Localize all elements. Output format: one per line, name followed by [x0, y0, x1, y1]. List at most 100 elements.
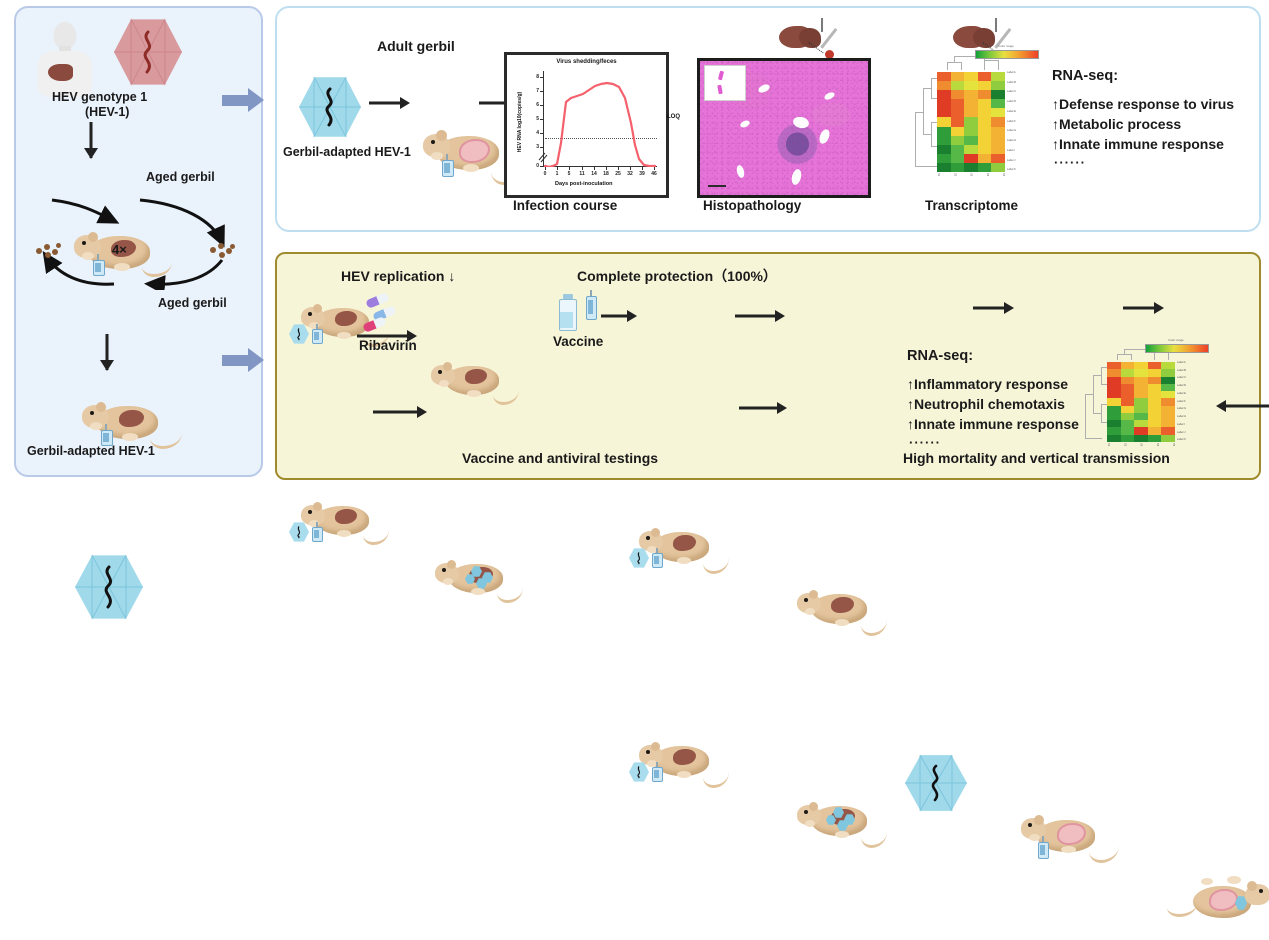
rnaseq-item-top-2: ↑Innate immune response [1052, 136, 1224, 152]
passage-count-label: 4× [112, 242, 127, 257]
arrow-ribavirin-treatment [357, 330, 419, 342]
heatmap-cell [1120, 398, 1135, 406]
heatmap-cell [950, 108, 965, 118]
heatmap-cell [991, 117, 1005, 127]
heatmap-row-labels: Label A Label B Label C Label D Label E Label… [1007, 71, 1016, 172]
heatmap-cell [991, 81, 1005, 91]
heatmap-cell [964, 117, 978, 127]
heatmap-cell [1147, 412, 1162, 421]
heatmap-cell [977, 153, 992, 163]
histopathology-image [697, 58, 871, 198]
heatmap-cell [964, 126, 978, 136]
chart-xtick-14: 14 [591, 171, 597, 177]
heatmap-row-label: Label H [1177, 415, 1186, 419]
heatmap-cell [937, 126, 951, 136]
heatmap-cell [964, 72, 978, 82]
heatmap-cell [964, 99, 978, 109]
rnaseq-item-bottom-1: ↑Neutrophil chemotaxis [907, 396, 1065, 412]
heatmap-cell [1147, 391, 1162, 399]
heatmap-cell [991, 135, 1005, 145]
heatmap-col-labels: S1 S2 S3 S4 S5 [1107, 443, 1175, 455]
heatmap-cell [977, 81, 992, 91]
arrow-infect-pregnant [973, 302, 1015, 314]
gerbil-unprotected-infected [791, 796, 887, 856]
heatmap-cell [1161, 434, 1175, 442]
vaccine-vial-icon [559, 294, 577, 331]
colorbar-caption: Color range [1168, 338, 1184, 342]
heatmap-row-label: Label K [1007, 168, 1016, 172]
loq-label: LOQ [667, 114, 680, 120]
heatmap-cell [1120, 362, 1135, 370]
heatmap-cell [1134, 391, 1148, 399]
vaccine-syringe-icon [583, 290, 599, 324]
figure-canvas: HEV genotype 1 (HEV-1) Aged gerbil [14, 6, 1269, 918]
mortality-transmission-caption: High mortality and vertical transmission [903, 450, 1170, 466]
dying-pregnant-gerbil [1167, 874, 1269, 940]
chart-ytick-0: 0 [536, 163, 539, 169]
chart-y-axis-title: HEV RNA log10(copies/g) [517, 91, 523, 153]
syringe-icon [90, 254, 110, 276]
chart-xtick-0: 0 [543, 171, 547, 177]
mini-capsid-icon [826, 815, 836, 825]
heatmap-cell [950, 81, 965, 91]
heatmap-cell [1107, 383, 1121, 392]
heatmap-cell [991, 72, 1005, 82]
heatmap-cell [1147, 376, 1162, 384]
heatmap-cell [1120, 420, 1135, 428]
heatmap-cell [1134, 369, 1148, 377]
heatmap-cell [964, 81, 978, 91]
heatmap-row-label: Label I [1007, 148, 1015, 152]
heatmap-col-label: S5 [1172, 443, 1175, 447]
arrow-down-inoculate [84, 122, 98, 159]
syringe-icon [439, 154, 459, 178]
heatmap-cell [1147, 427, 1162, 435]
heatmap-row-dendrogram [1079, 362, 1107, 442]
heatmap-row-label: Label E [1177, 391, 1186, 395]
heatmap-cell [950, 144, 965, 154]
heatmap-cell [1161, 383, 1175, 392]
heatmap-row-label: Label D [1007, 100, 1016, 104]
heatmap-colorbar: Color range [1145, 338, 1209, 353]
chart-xtick-5: 5 [567, 171, 571, 177]
infection-course-caption: Infection course [513, 198, 618, 213]
loq-threshold-line [545, 138, 657, 139]
heatmap-row-label: Label A [1177, 361, 1186, 364]
heatmap-row-dendrogram [909, 72, 937, 172]
vertical-transmission-heatmap: Label A Label B Label C Label D Label E Label… [1077, 338, 1209, 458]
heatmap-cell [950, 72, 965, 82]
heatmap-cell [1134, 412, 1148, 421]
heatmap-cell [991, 99, 1005, 109]
mini-capsid-icon [1235, 896, 1247, 910]
heatmap-col-label: S5 [1002, 173, 1005, 177]
heatmap-cell [964, 90, 978, 100]
heatmap-row-label: Label H [1007, 139, 1016, 143]
vaccine-antiviral-caption: Vaccine and antiviral testings [462, 450, 659, 466]
heatmap-col-label: S2 [1123, 443, 1127, 447]
chart-xtick-1: 1 [555, 171, 559, 177]
antiviral-headline: HEV replication ↓ [341, 268, 456, 284]
chart-xtick-11: 11 [579, 171, 585, 177]
heatmap-cell [991, 126, 1005, 136]
heatmap-cell [950, 162, 965, 172]
heatmap-grid [937, 72, 1005, 172]
pregnancy-inoculum-capsid-icon [905, 754, 967, 812]
heatmap-col-labels: S1 S2 S3 S4 S5 [937, 173, 1005, 185]
transcriptome-heatmap: Label A Label B Label C Label D Label E Label… [907, 44, 1039, 192]
heatmap-cell [991, 162, 1005, 172]
arrow-unvaccinated-outcome [739, 402, 789, 414]
heatmap-cell [1134, 362, 1148, 370]
mini-capsid-icon [289, 324, 309, 344]
syringe-icon [309, 324, 327, 346]
heatmap-cell [1107, 369, 1121, 377]
heatmap-cell [1161, 420, 1175, 428]
chart-title: Virus shedding/feces [556, 59, 617, 65]
mini-capsid-icon [465, 574, 475, 584]
hev1-label-line1: HEV genotype 1 [52, 90, 148, 104]
aged-gerbil-upper [66, 224, 172, 280]
arrow-to-dying-gerbil [1123, 302, 1165, 314]
heatmap-grid [1107, 362, 1175, 442]
heatmap-cell [991, 144, 1005, 154]
heatmap-row-label: Label F [1177, 399, 1186, 403]
heatmap-cell [1120, 376, 1135, 384]
heatmap-cell [1120, 369, 1135, 377]
